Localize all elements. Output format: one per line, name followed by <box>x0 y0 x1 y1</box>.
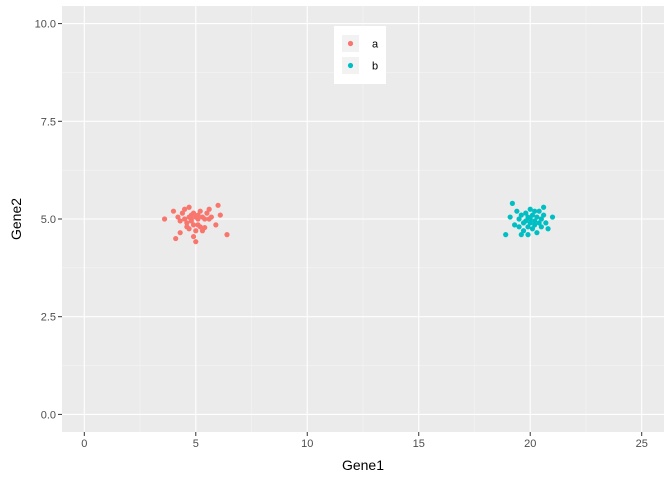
point-b <box>512 222 518 228</box>
point-a <box>186 204 192 210</box>
point-b <box>541 204 547 210</box>
legend-marker-a <box>347 40 354 47</box>
point-b <box>527 206 533 212</box>
point-a <box>193 228 199 234</box>
point-a <box>215 202 221 208</box>
x-axis: 0 5 10 15 20 25 <box>81 432 648 450</box>
y-tick-label: 2.5 <box>41 312 56 324</box>
point-a <box>177 218 183 224</box>
point-a <box>177 230 183 236</box>
y-tick-label: 10.0 <box>35 19 56 31</box>
point-b <box>536 208 542 214</box>
x-tick-label: 15 <box>413 438 425 450</box>
point-a <box>193 239 199 245</box>
point-b <box>518 212 524 218</box>
point-b <box>532 222 538 228</box>
point-a <box>186 226 192 232</box>
point-b <box>543 220 549 226</box>
point-a <box>208 214 214 220</box>
point-b <box>532 208 538 214</box>
point-b <box>549 214 556 220</box>
point-b <box>532 218 538 224</box>
point-a <box>197 224 203 230</box>
point-b <box>509 200 515 206</box>
point-b <box>503 232 509 238</box>
data-points <box>161 200 556 245</box>
y-tick-label: 7.5 <box>41 116 56 128</box>
y-axis: 0.0 2.5 5.0 7.5 10.0 <box>35 19 62 421</box>
y-tick-label: 5.0 <box>41 214 56 226</box>
point-b <box>529 226 536 232</box>
point-b <box>518 232 524 238</box>
point-a <box>175 214 181 220</box>
point-b <box>538 224 544 230</box>
point-a <box>188 218 194 224</box>
legend: ab <box>334 26 386 84</box>
point-b <box>516 224 522 230</box>
point-b <box>527 216 533 222</box>
x-tick-label: 25 <box>636 438 648 450</box>
point-b <box>545 226 551 232</box>
point-a <box>190 233 197 240</box>
x-tick-label: 20 <box>524 438 536 450</box>
point-b <box>527 220 533 226</box>
point-b <box>541 212 547 218</box>
point-a <box>182 216 188 222</box>
point-a <box>195 212 201 218</box>
legend-label-b: b <box>372 61 378 73</box>
x-tick-label: 10 <box>301 438 313 450</box>
legend-label-a: a <box>372 39 379 51</box>
point-a <box>161 216 168 222</box>
point-a <box>217 212 223 218</box>
point-a <box>190 222 197 228</box>
point-b <box>525 224 531 230</box>
point-a <box>202 216 208 222</box>
x-axis-title: Gene1 <box>342 457 384 473</box>
point-a <box>170 208 177 214</box>
point-b <box>516 216 522 222</box>
point-b <box>529 212 536 218</box>
point-b <box>525 232 531 238</box>
point-b <box>514 208 520 214</box>
point-a <box>182 206 188 212</box>
legend-box <box>334 26 386 84</box>
y-tick-label: 0.0 <box>41 409 56 421</box>
point-a <box>195 216 201 222</box>
point-b <box>523 210 529 216</box>
point-b <box>534 230 540 236</box>
y-axis-title: Gene2 <box>8 198 24 240</box>
legend-marker-b <box>347 62 354 69</box>
point-a <box>190 210 197 216</box>
point-a <box>184 220 190 226</box>
point-a <box>173 235 179 242</box>
point-b <box>520 228 527 234</box>
point-b <box>534 214 540 220</box>
x-tick-label: 5 <box>193 438 199 450</box>
minor-gridlines <box>62 6 664 432</box>
point-b <box>536 220 542 226</box>
point-b <box>523 218 529 224</box>
point-a <box>213 222 219 228</box>
point-b <box>507 214 513 220</box>
x-tick-label: 0 <box>81 438 87 450</box>
point-a <box>179 210 185 216</box>
point-a <box>204 210 210 216</box>
point-a <box>224 232 230 238</box>
point-b <box>538 216 544 222</box>
point-a <box>197 208 203 214</box>
point-a <box>206 206 212 212</box>
point-a <box>202 224 208 231</box>
